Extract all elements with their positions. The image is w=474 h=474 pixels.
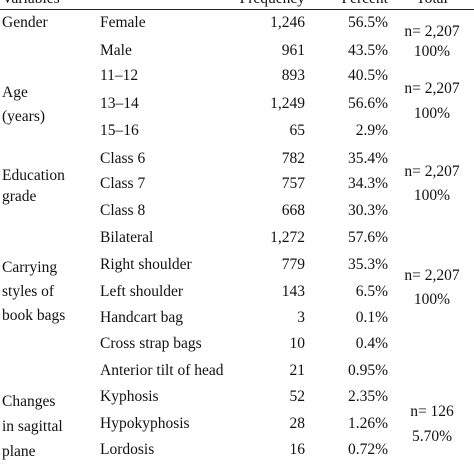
- frequency: 779: [281, 256, 305, 273]
- percent: 0.1%: [355, 309, 388, 326]
- column-header: Total: [416, 0, 448, 8]
- group-label: Gender: [2, 14, 48, 31]
- percent: 2.35%: [347, 388, 388, 405]
- frequency: 961: [281, 42, 305, 59]
- row-category: Class 7: [100, 175, 146, 192]
- group-total: 100%: [413, 291, 451, 308]
- column-header: Frequency: [215, 0, 305, 8]
- group-total: n= 2,207: [404, 267, 460, 284]
- percent: 6.5%: [355, 283, 388, 300]
- group-label: in sagittal: [2, 418, 63, 435]
- group-total: n= 126: [410, 403, 454, 420]
- group-total: n= 2,207: [404, 163, 460, 180]
- frequency: 16: [289, 441, 306, 458]
- group-total: n= 2,207: [404, 23, 460, 40]
- group-label: styles of: [2, 283, 55, 300]
- row-category: Anterior tilt of head: [100, 362, 224, 379]
- row-category: 15–16: [100, 122, 139, 139]
- percent: 0.95%: [347, 362, 388, 379]
- row-category: 11–12: [100, 67, 139, 84]
- row-category: Female: [100, 14, 146, 31]
- group-label: Carrying: [2, 259, 58, 276]
- frequency: 52: [289, 388, 306, 405]
- group-total: 100%: [413, 105, 451, 122]
- group-label: grade: [2, 188, 37, 205]
- frequency: 668: [281, 202, 305, 219]
- frequency: 21: [289, 362, 306, 379]
- group-label: Education: [2, 167, 65, 184]
- group-total: 100%: [413, 187, 451, 204]
- row-category: Hypokyphosis: [100, 415, 190, 432]
- group-label: plane: [2, 443, 36, 460]
- group-total: 100%: [413, 43, 451, 60]
- percent: 35.4%: [347, 150, 388, 167]
- row-category: Left shoulder: [100, 283, 184, 300]
- percent: 0.4%: [355, 335, 388, 352]
- percent: 40.5%: [347, 67, 388, 84]
- row-category: Class 6: [100, 150, 146, 167]
- percent: 56.6%: [347, 95, 388, 112]
- frequency: 143: [281, 283, 305, 300]
- frequency: 65: [289, 122, 306, 139]
- percent: 43.5%: [347, 42, 388, 59]
- frequency: 10: [289, 335, 306, 352]
- frequency: 757: [281, 175, 305, 192]
- frequency: 1,272: [270, 229, 305, 246]
- percent: 34.3%: [347, 175, 388, 192]
- row-category: Lordosis: [100, 441, 155, 458]
- row-category: Class 8: [100, 202, 146, 219]
- frequency: 893: [281, 67, 305, 84]
- group-total: 5.70%: [411, 428, 453, 445]
- percent: 57.6%: [347, 229, 388, 246]
- frequency: 1,249: [270, 95, 305, 112]
- row-category: Bilateral: [100, 229, 154, 246]
- group-total: n= 2,207: [404, 80, 460, 97]
- frequency: 28: [289, 415, 306, 432]
- column-header: Percent: [298, 0, 388, 8]
- row-category: Cross strap bags: [100, 335, 202, 352]
- row-category: Male: [100, 42, 132, 59]
- frequency: 1,246: [270, 14, 305, 31]
- row-category: Right shoulder: [100, 256, 192, 273]
- column-header: Variables: [2, 0, 60, 8]
- percent: 30.3%: [347, 202, 388, 219]
- frequency: 782: [281, 150, 305, 167]
- row-category: Handcart bag: [100, 309, 184, 326]
- percent: 35.3%: [347, 256, 388, 273]
- header-rule: [0, 9, 474, 10]
- row-category: Kyphosis: [100, 388, 159, 405]
- group-label: book bags: [2, 307, 66, 324]
- percent: 0.72%: [347, 441, 388, 458]
- group-label: Changes: [2, 393, 56, 410]
- group-label: (years): [2, 108, 46, 125]
- group-label: Age: [2, 84, 28, 101]
- frequency: 3: [297, 309, 305, 326]
- percent: 2.9%: [355, 122, 388, 139]
- percent: 56.5%: [347, 14, 388, 31]
- percent: 1.26%: [347, 415, 388, 432]
- row-category: 13–14: [100, 95, 139, 112]
